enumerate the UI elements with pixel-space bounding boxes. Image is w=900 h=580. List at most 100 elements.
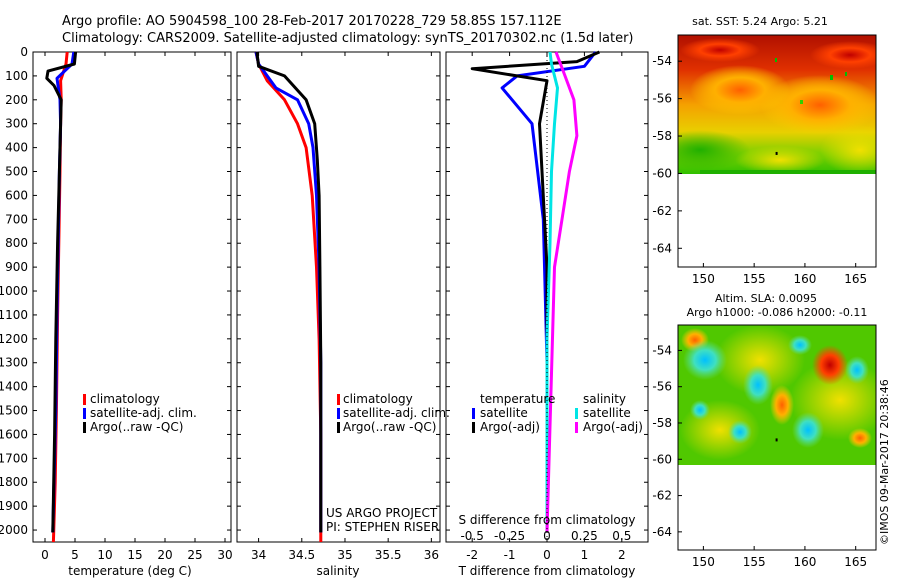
legend-label-s-satellite: satellite (583, 406, 631, 420)
depth-tick-label: 800 (5, 236, 28, 250)
temperature-legend: climatology satellite-adj. clim. Argo(..… (83, 392, 197, 434)
temperature-axis-label: temperature (deg C) (68, 564, 191, 578)
sla-map-subtitle: Argo h1000: -0.086 h2000: -0.11 (687, 306, 868, 319)
depth-tick-label: 300 (5, 117, 28, 131)
lat-tick-label: -56 (652, 380, 672, 394)
legend-label-t-satellite: satellite (480, 406, 528, 420)
depth-tick-label: 1500 (0, 404, 28, 418)
header-line-1: Argo profile: AO 5904598_100 28-Feb-2017… (62, 14, 562, 29)
project-annotation: US ARGO PROJECT (326, 506, 438, 520)
depth-tick-label: 1400 (0, 380, 28, 394)
legend-title-temperature: temperature (480, 392, 555, 406)
x-tick-label: 0 (543, 548, 551, 562)
depth-tick-label: 1900 (0, 499, 28, 513)
legend-label-climatology: climatology (90, 392, 160, 406)
x-tick-label: 35.5 (375, 548, 402, 562)
depth-tick-label: 1600 (0, 427, 28, 441)
sla-map-frame (677, 324, 877, 551)
x-tick-label: 2 (618, 548, 626, 562)
sst-map-field (678, 35, 876, 174)
x-tick-label: 5 (71, 548, 79, 562)
header-line-2: Climatology: CARS2009. Satellite-adjuste… (62, 31, 634, 46)
legend-swatch-climatology (83, 394, 86, 405)
legend-title-salinity: salinity (583, 392, 626, 406)
float-position-marker (775, 151, 778, 155)
series-line-temperature-argo-adj- (470, 50, 600, 533)
legend-swatch-argo (337, 422, 340, 433)
sla-map-title: Altim. SLA: 0.0095 (715, 292, 817, 305)
lat-tick-label: -54 (652, 343, 672, 357)
depth-tick-label: 700 (5, 212, 28, 226)
legend-swatch-s-argo (575, 422, 578, 433)
series-line-satellite-adj-clim- (254, 51, 323, 533)
legend-label-climatology: climatology (343, 392, 413, 406)
salinity-panel-frame (236, 51, 441, 543)
sla-map-field (678, 325, 876, 465)
sla-map-axes: 150 155 160 165 -54 -56 -58 -60 -62 -64 (652, 343, 867, 569)
x-tick-label: 30 (217, 548, 232, 562)
x-tick-label: 25 (187, 548, 202, 562)
depth-axis: 0 100 200 300 400 500 600 700 800 900 1000 1100 1200… (0, 45, 648, 537)
lon-tick-label: 150 (692, 555, 715, 569)
legend-label-argo: Argo(..raw -QC) (343, 420, 436, 434)
s-difference-axis-label: S difference from climatology (459, 513, 636, 527)
x-tick-label: 10 (97, 548, 112, 562)
legend-label-s-argo: Argo(-adj) (583, 420, 643, 434)
depth-tick-label: 600 (5, 188, 28, 202)
lat-tick-label: -58 (652, 416, 672, 430)
lon-tick-label: 155 (743, 272, 766, 286)
s-tick-label: 0.25 (571, 529, 598, 543)
legend-swatch-satellite (337, 408, 340, 419)
pi-annotation: PI: STEPHEN RISER (326, 520, 439, 534)
sst-map-frame (677, 34, 877, 268)
difference-legend: temperature salinity satellite Argo(-adj… (472, 392, 643, 434)
depth-tick-label: 400 (5, 141, 28, 155)
depth-tick-label: 900 (5, 260, 28, 274)
depth-tick-label: 500 (5, 165, 28, 179)
depth-tick-label: 2000 (0, 523, 28, 537)
x-tick-label: -1 (504, 548, 516, 562)
salinity-chart: 34 34.5 35 35.5 36 (251, 51, 439, 562)
x-tick-label: 15 (127, 548, 142, 562)
sst-map-axes: 150 155 160 165 -54 -56 -58 -60 -62 -64 (652, 54, 867, 286)
depth-tick-label: 100 (5, 69, 28, 83)
lat-tick-label: -54 (652, 54, 672, 68)
legend-label-argo: Argo(..raw -QC) (90, 420, 183, 434)
imos-credit: ©IMOS 09-Mar-2017 20:38:46 (878, 379, 891, 545)
s-tick-label: -0.5 (460, 529, 483, 543)
depth-tick-label: 1000 (0, 284, 28, 298)
sst-map-title: sat. SST: 5.24 Argo: 5.21 (692, 15, 828, 28)
legend-label-satellite: satellite-adj. clim. (343, 406, 450, 420)
depth-tick-label: 1800 (0, 475, 28, 489)
lon-tick-label: 160 (793, 272, 816, 286)
x-tick-label: 0 (41, 548, 49, 562)
temperature-chart: 0 5 10 15 20 25 30 (41, 51, 233, 562)
legend-label-satellite: satellite-adj. clim. (90, 406, 197, 420)
depth-tick-label: 1700 (0, 451, 28, 465)
depth-tick-label: 200 (5, 93, 28, 107)
series-line-salinity-argo-adj- (545, 51, 579, 533)
legend-swatch-climatology (337, 394, 340, 405)
legend-swatch-s-satellite (575, 408, 578, 419)
x-tick-label: 34 (251, 548, 266, 562)
s-tick-label: 0.5 (612, 529, 631, 543)
x-tick-label: -2 (466, 548, 478, 562)
depth-tick-label: 1300 (0, 356, 28, 370)
lon-tick-label: 155 (743, 555, 766, 569)
series-line-climatology (254, 51, 323, 542)
lon-tick-label: 150 (692, 272, 715, 286)
legend-swatch-satellite (83, 408, 86, 419)
t-difference-axis-label: T difference from climatology (458, 564, 636, 578)
legend-swatch-argo (83, 422, 86, 433)
series-line-salinity-satellite (545, 51, 559, 533)
legend-swatch-t-satellite (472, 408, 475, 419)
lon-tick-label: 160 (793, 555, 816, 569)
lat-tick-label: -62 (652, 489, 672, 503)
lat-tick-label: -62 (652, 204, 672, 218)
x-tick-label: 34.5 (288, 548, 315, 562)
salinity-axis-label: salinity (316, 564, 359, 578)
x-tick-label: 35 (337, 548, 352, 562)
series-line-argo-raw-qc- (45, 51, 78, 533)
